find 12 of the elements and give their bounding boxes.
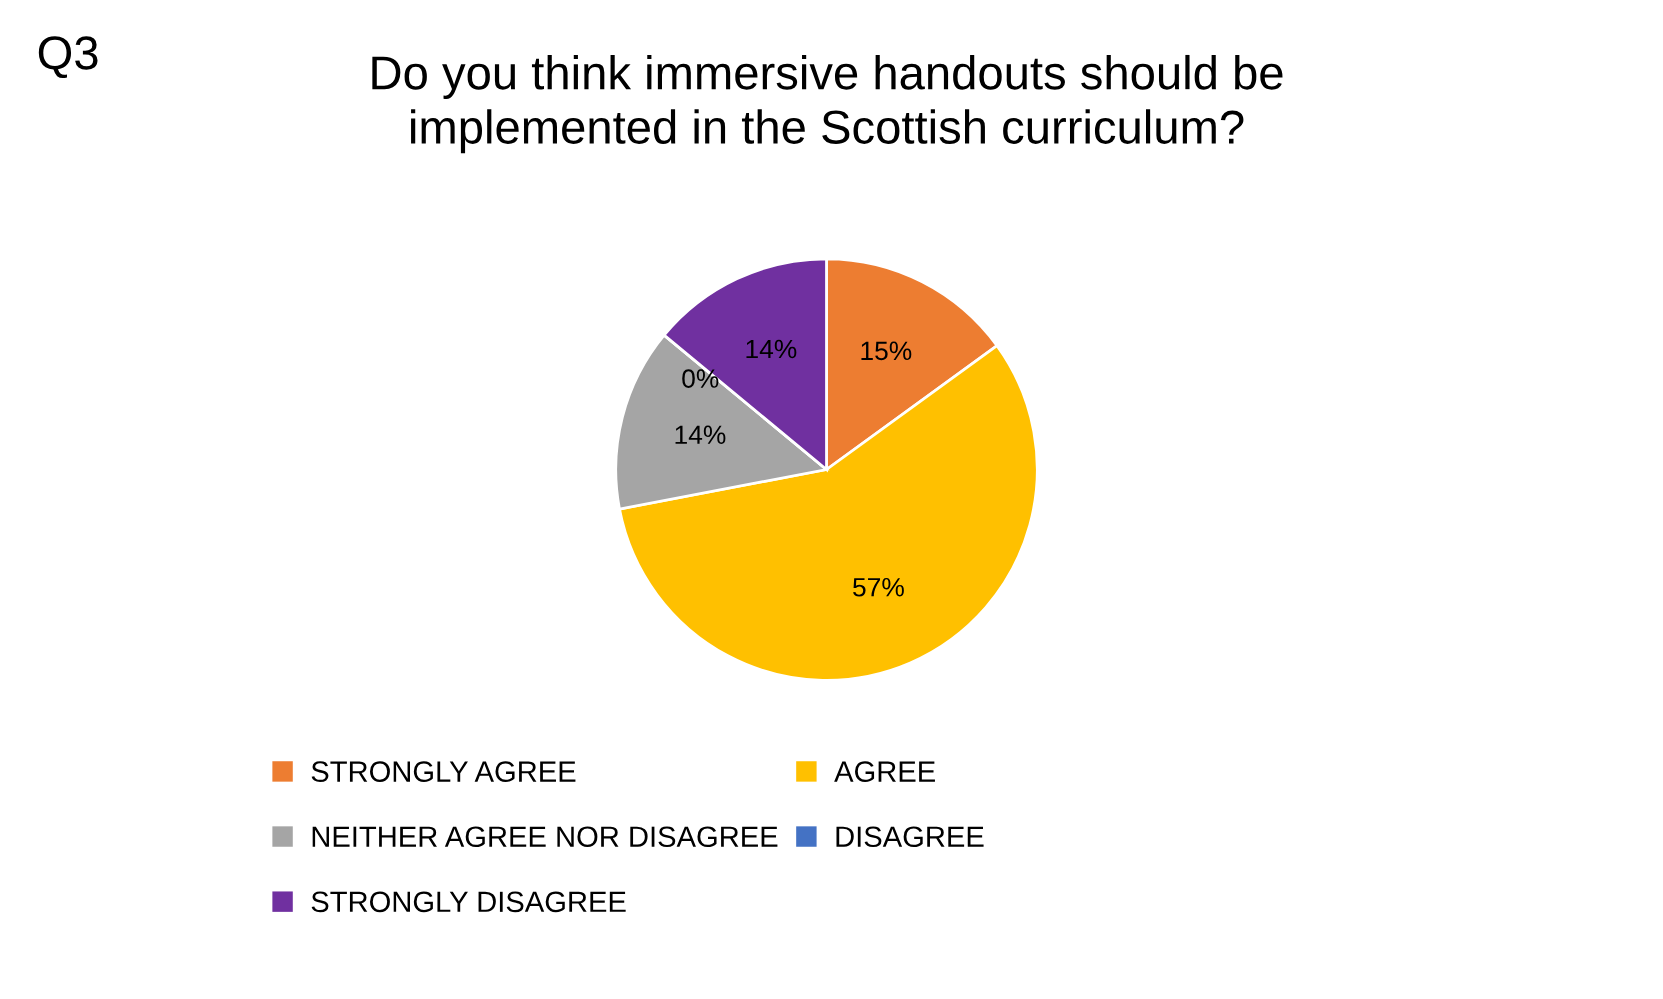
data-label: 14% — [746, 339, 797, 359]
data-label: 14% — [675, 425, 726, 445]
text: Q3 — [38, 36, 98, 79]
legend-label: DISAGREE — [836, 826, 984, 848]
data-label: 57% — [853, 577, 904, 597]
legend-label: AGREE — [834, 761, 935, 782]
text: 0% — [682, 369, 719, 388]
data-label: 15% — [861, 341, 912, 361]
legend-label: STRONGLY DISAGREE — [311, 891, 626, 913]
chart-title: Do you think immersive handouts should be implemented in the Scottish curriculum? — [372, 54, 1283, 154]
legend-label: NEITHER AGREE NOR DISAGREE — [312, 826, 778, 848]
legend-label: STRONGLY AGREE — [311, 761, 576, 782]
